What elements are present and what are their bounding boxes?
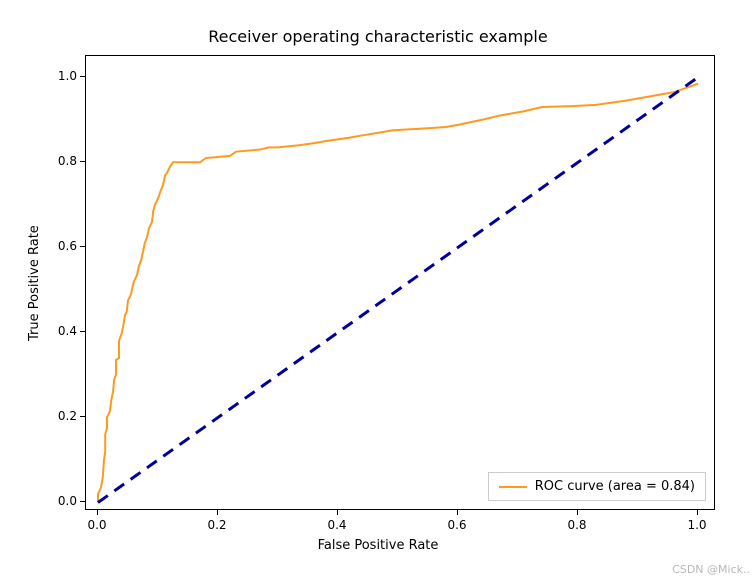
diagonal-line [98, 77, 698, 502]
ytick-label: 0.8 [51, 154, 77, 168]
ytick-mark [80, 416, 85, 417]
watermark-text: CSDN @Mick.. [672, 563, 750, 576]
xtick-label: 0.2 [207, 518, 226, 532]
ytick-mark [80, 501, 85, 502]
ytick-label: 1.0 [51, 69, 77, 83]
figure: Receiver operating characteristic exampl… [0, 0, 756, 580]
xtick-mark [577, 510, 578, 515]
xtick-label: 0.4 [327, 518, 346, 532]
legend-label: ROC curve (area = 0.84) [535, 479, 695, 494]
xtick-label: 1.0 [687, 518, 706, 532]
ytick-mark [80, 331, 85, 332]
y-axis-label: True Positive Rate [27, 225, 42, 341]
plot-svg [86, 56, 716, 511]
xtick-mark [97, 510, 98, 515]
xtick-label: 0.0 [87, 518, 106, 532]
xtick-mark [457, 510, 458, 515]
xtick-mark [697, 510, 698, 515]
ytick-mark [80, 246, 85, 247]
xtick-mark [217, 510, 218, 515]
ytick-label: 0.4 [51, 324, 77, 338]
ytick-label: 0.2 [51, 409, 77, 423]
ytick-mark [80, 161, 85, 162]
legend-box: ROC curve (area = 0.84) [488, 472, 706, 501]
ytick-label: 0.0 [51, 494, 77, 508]
plot-area: ROC curve (area = 0.84) [85, 55, 715, 510]
ytick-mark [80, 76, 85, 77]
ytick-label: 0.6 [51, 239, 77, 253]
xtick-label: 0.6 [447, 518, 466, 532]
x-axis-label: False Positive Rate [0, 538, 756, 553]
xtick-label: 0.8 [567, 518, 586, 532]
chart-title: Receiver operating characteristic exampl… [0, 27, 756, 46]
xtick-mark [337, 510, 338, 515]
legend-swatch [499, 486, 527, 488]
